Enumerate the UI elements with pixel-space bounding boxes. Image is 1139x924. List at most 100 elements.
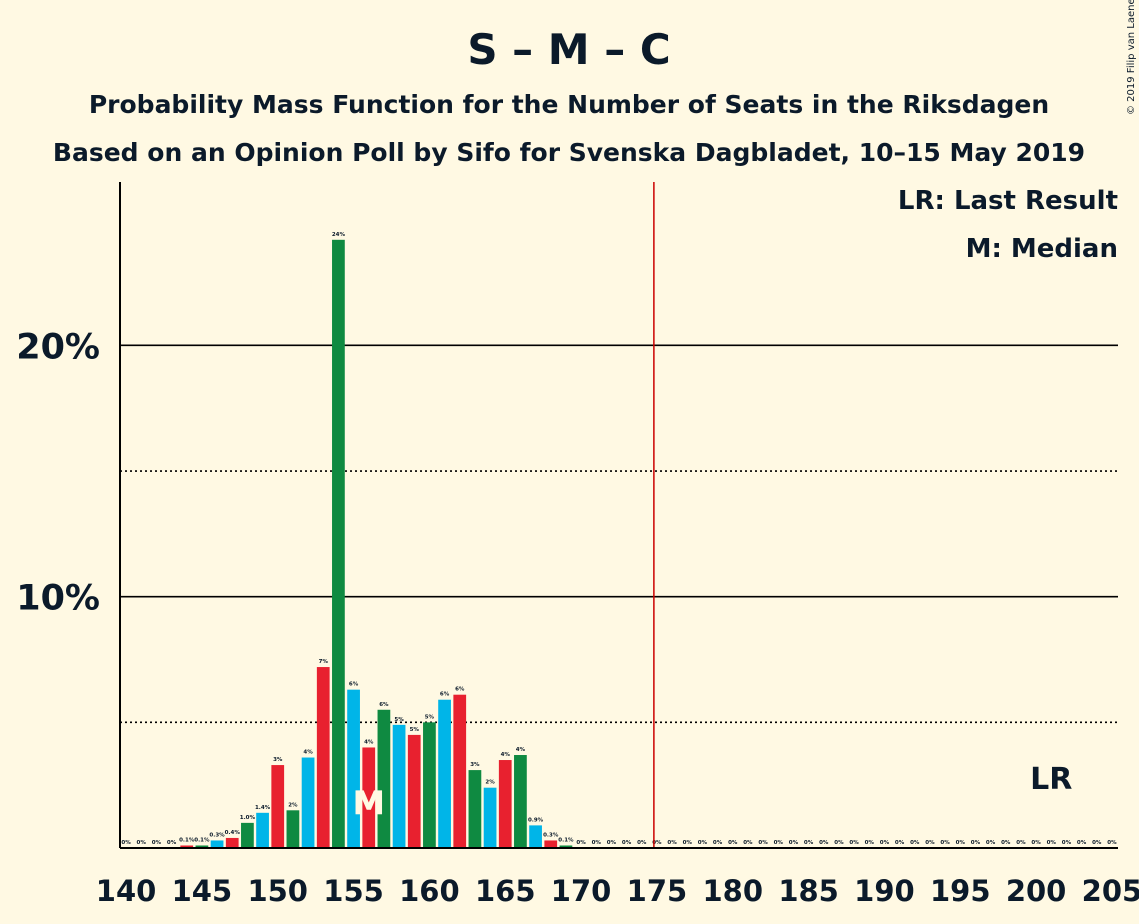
bar-label: 0% — [804, 840, 814, 846]
bar-label: 0% — [865, 840, 875, 846]
bar — [377, 709, 391, 848]
annotations: M LR — [353, 182, 1072, 848]
bar-label: 0% — [152, 840, 162, 846]
bar — [453, 694, 467, 848]
chart-subtitle-2: Based on an Opinion Poll by Sifo for Sve… — [53, 138, 1085, 167]
bar — [423, 722, 436, 848]
x-tick-label: 160 — [399, 874, 460, 908]
bar — [271, 765, 285, 848]
bar-label: 0.1% — [558, 837, 574, 843]
bar-label: 0% — [137, 840, 147, 846]
bar-label: 0% — [774, 840, 784, 846]
bar-label: 4% — [364, 739, 374, 745]
bar-label: 6% — [440, 692, 450, 698]
bar — [438, 699, 451, 848]
bar — [195, 845, 209, 848]
bar-label: 0% — [1077, 840, 1087, 846]
bar-label: 0% — [1047, 840, 1057, 846]
bar-label: 0% — [834, 840, 844, 846]
x-tick-label: 175 — [627, 874, 688, 908]
bar-label: 0.3% — [209, 832, 225, 838]
bar — [544, 840, 558, 848]
y-axis: 10% 20% — [16, 182, 121, 848]
bar — [468, 770, 482, 848]
bar — [225, 837, 239, 848]
x-axis: 140 145 150 155 160 165 170 175 180 185 190 195 200 2… — [96, 847, 1139, 908]
bar-labels: 0% 0% 0% 0% 0.1% 0.1%0.3% 0.4%1.0%1.4%3%2%4%7%… — [121, 232, 1117, 846]
bar-label: 0% — [1107, 840, 1117, 846]
bar-label: 0% — [910, 840, 920, 846]
bar-label: 0% — [622, 840, 632, 846]
bar-label: 0% — [956, 840, 966, 846]
x-tick-label: 155 — [323, 874, 384, 908]
legend-median: M: Median — [966, 234, 1118, 264]
bar-label: 0% — [167, 840, 177, 846]
bar — [301, 757, 315, 848]
bar-label: 0.1% — [194, 837, 210, 843]
bar — [286, 810, 300, 848]
bar — [241, 822, 254, 848]
bar-label: 0% — [743, 840, 753, 846]
bar — [529, 825, 542, 848]
bar-label: 0% — [121, 840, 131, 846]
bar-label: 6% — [455, 687, 465, 693]
y-tick-label: 20% — [16, 327, 100, 367]
bar-label: 0% — [1092, 840, 1102, 846]
bar — [483, 787, 497, 848]
x-tick-label: 185 — [778, 874, 839, 908]
bar — [362, 747, 376, 848]
bar-label: 0% — [1001, 840, 1011, 846]
x-tick-label: 190 — [854, 874, 915, 908]
bar-label: 1.4% — [255, 805, 271, 811]
bar-label: 0.3% — [543, 832, 559, 838]
bar-label: 3% — [273, 757, 283, 763]
bar-label: 0% — [940, 840, 950, 846]
bar — [392, 724, 406, 848]
bar-label: 0% — [652, 840, 662, 846]
chart-subtitle: Probability Mass Function for the Number… — [89, 90, 1049, 119]
bar-label: 5% — [394, 717, 404, 723]
y-tick-label: 10% — [16, 579, 100, 619]
bar-label: 0% — [667, 840, 677, 846]
bar-label: 0% — [895, 840, 905, 846]
bar-label: 0% — [925, 840, 935, 846]
bar-label: 0% — [880, 840, 890, 846]
bar — [180, 845, 194, 848]
bar-label: 0% — [713, 840, 723, 846]
bar-label: 0.9% — [528, 817, 544, 823]
bar-label: 0% — [1062, 840, 1072, 846]
x-tick-label: 180 — [702, 874, 763, 908]
bar-label: 0% — [698, 840, 708, 846]
gridlines — [120, 344, 1118, 724]
bar-label: 1.0% — [240, 815, 256, 821]
chart-title: S – M – C — [467, 25, 670, 74]
bar-label: 0% — [637, 840, 647, 846]
bar-label: 5% — [425, 714, 435, 720]
bar-label: 0% — [1031, 840, 1041, 846]
bar-label: 0% — [728, 840, 738, 846]
bar-label: 4% — [303, 750, 313, 756]
x-tick-label: 145 — [172, 874, 233, 908]
bar — [316, 667, 330, 848]
bar-label: 0% — [971, 840, 981, 846]
bar-label: 0.1% — [179, 837, 195, 843]
bar — [256, 812, 269, 848]
bar-label: 0% — [849, 840, 859, 846]
bar-label: 0% — [1016, 840, 1026, 846]
bar-label: 0% — [758, 840, 768, 846]
bar — [210, 840, 224, 848]
bar — [514, 755, 527, 848]
bar — [347, 689, 360, 848]
bar-label: 24% — [332, 232, 346, 238]
x-tick-label: 165 — [475, 874, 536, 908]
x-tick-label: 170 — [551, 874, 612, 908]
bar — [559, 845, 573, 848]
x-tick-label: 205 — [1082, 874, 1139, 908]
bar — [332, 239, 345, 848]
bar-label: 0% — [576, 840, 586, 846]
bar-label: 3% — [470, 762, 480, 768]
bar-label: 6% — [349, 682, 359, 688]
bar-label: 0% — [986, 840, 996, 846]
median-marker: M — [353, 784, 385, 822]
bar-label: 0% — [592, 840, 602, 846]
